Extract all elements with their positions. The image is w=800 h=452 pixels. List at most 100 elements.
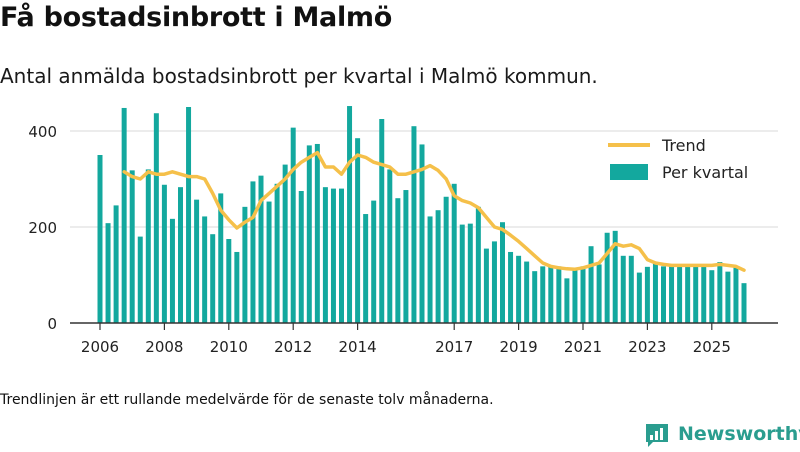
bar [628,255,634,323]
bar [129,170,135,323]
bar [701,266,707,323]
bar [395,198,401,323]
bar [661,266,666,323]
bar [508,251,514,323]
bar [652,263,658,323]
bar [266,201,272,323]
bar [379,119,385,323]
bar [548,266,554,323]
bar [194,199,200,323]
bar [339,188,344,323]
bar [347,106,353,323]
x-tick-label: 2025 [693,338,731,356]
bar [644,266,650,323]
bar [564,278,570,323]
newsworthy-logo-icon [644,422,670,447]
bar [741,283,747,323]
bar [516,255,522,323]
bar [403,190,409,323]
bar [556,266,562,323]
bar [355,138,361,323]
y-tick-label: 200 [28,219,57,237]
x-tick-label: 2006 [81,338,119,356]
bar [330,188,336,323]
x-tick-label: 2008 [145,338,183,356]
bar [733,266,739,323]
x-tick-label: 2017 [435,338,473,356]
legend-trend-label: Trend [661,136,706,155]
bar [524,261,530,323]
bar [121,107,127,324]
bar [322,187,328,323]
bar [572,270,578,323]
bar [210,234,216,323]
bar [540,266,546,323]
bar [274,183,280,323]
bar [580,266,586,323]
bar [202,216,208,323]
bar [234,251,240,323]
bar [186,107,192,323]
bar [677,265,683,323]
bar-chart: 0 200 400 2006 2008 2010 2012 2014 2017 2019 2021 2… [28,106,778,356]
bar [483,248,489,323]
bar [467,223,473,323]
x-tick-label: 2019 [500,338,538,356]
bar [500,222,505,323]
bar [97,155,103,323]
bar [685,265,691,323]
bar [169,218,175,323]
bar [419,144,425,323]
bar [532,271,538,323]
bar [636,272,642,323]
bar [178,187,183,323]
bar [435,210,441,323]
legend-bar-label: Per kvartal [662,163,748,182]
y-tick-label: 400 [28,123,57,141]
bar [725,271,731,323]
bar [306,145,312,323]
bar [137,236,143,323]
x-tick-label: 2023 [628,338,666,356]
bar [250,181,256,323]
chart-title: Få bostadsinbrott i Malmö [0,2,393,33]
bar [387,169,393,323]
legend-bar-swatch [610,164,648,180]
bar [363,214,369,323]
bar [669,266,675,323]
x-tick-label: 2021 [564,338,602,356]
bar [411,126,417,323]
bar [242,206,248,323]
bar [290,127,296,323]
bar [451,183,457,323]
bar [161,184,167,323]
x-tick-label: 2010 [210,338,248,356]
footnote: Trendlinjen är ett rullande medelvärde f… [0,392,494,408]
bar [105,223,111,323]
trend-line [122,150,746,272]
bar [475,206,481,323]
chart-subtitle: Antal anmälda bostadsinbrott per kvartal… [0,64,598,88]
brand-logo-link[interactable]: Newsworthy [644,420,800,448]
bar [620,255,626,323]
bar [693,266,699,323]
brand-name: Newsworthy [678,423,800,445]
bar [459,224,465,323]
bar [491,241,497,323]
bar [282,164,288,323]
bar [588,246,594,323]
bar [145,169,151,323]
bar [258,175,264,323]
bar [218,193,224,323]
bar [226,239,232,323]
bar [314,143,320,323]
bar [427,216,433,323]
x-tick-label: 2012 [274,338,312,356]
bar [612,230,618,323]
bar [113,205,119,323]
y-tick-label: 0 [47,315,57,333]
bar [153,113,159,324]
bar [604,232,610,323]
bar [298,191,304,323]
bar [596,264,602,323]
